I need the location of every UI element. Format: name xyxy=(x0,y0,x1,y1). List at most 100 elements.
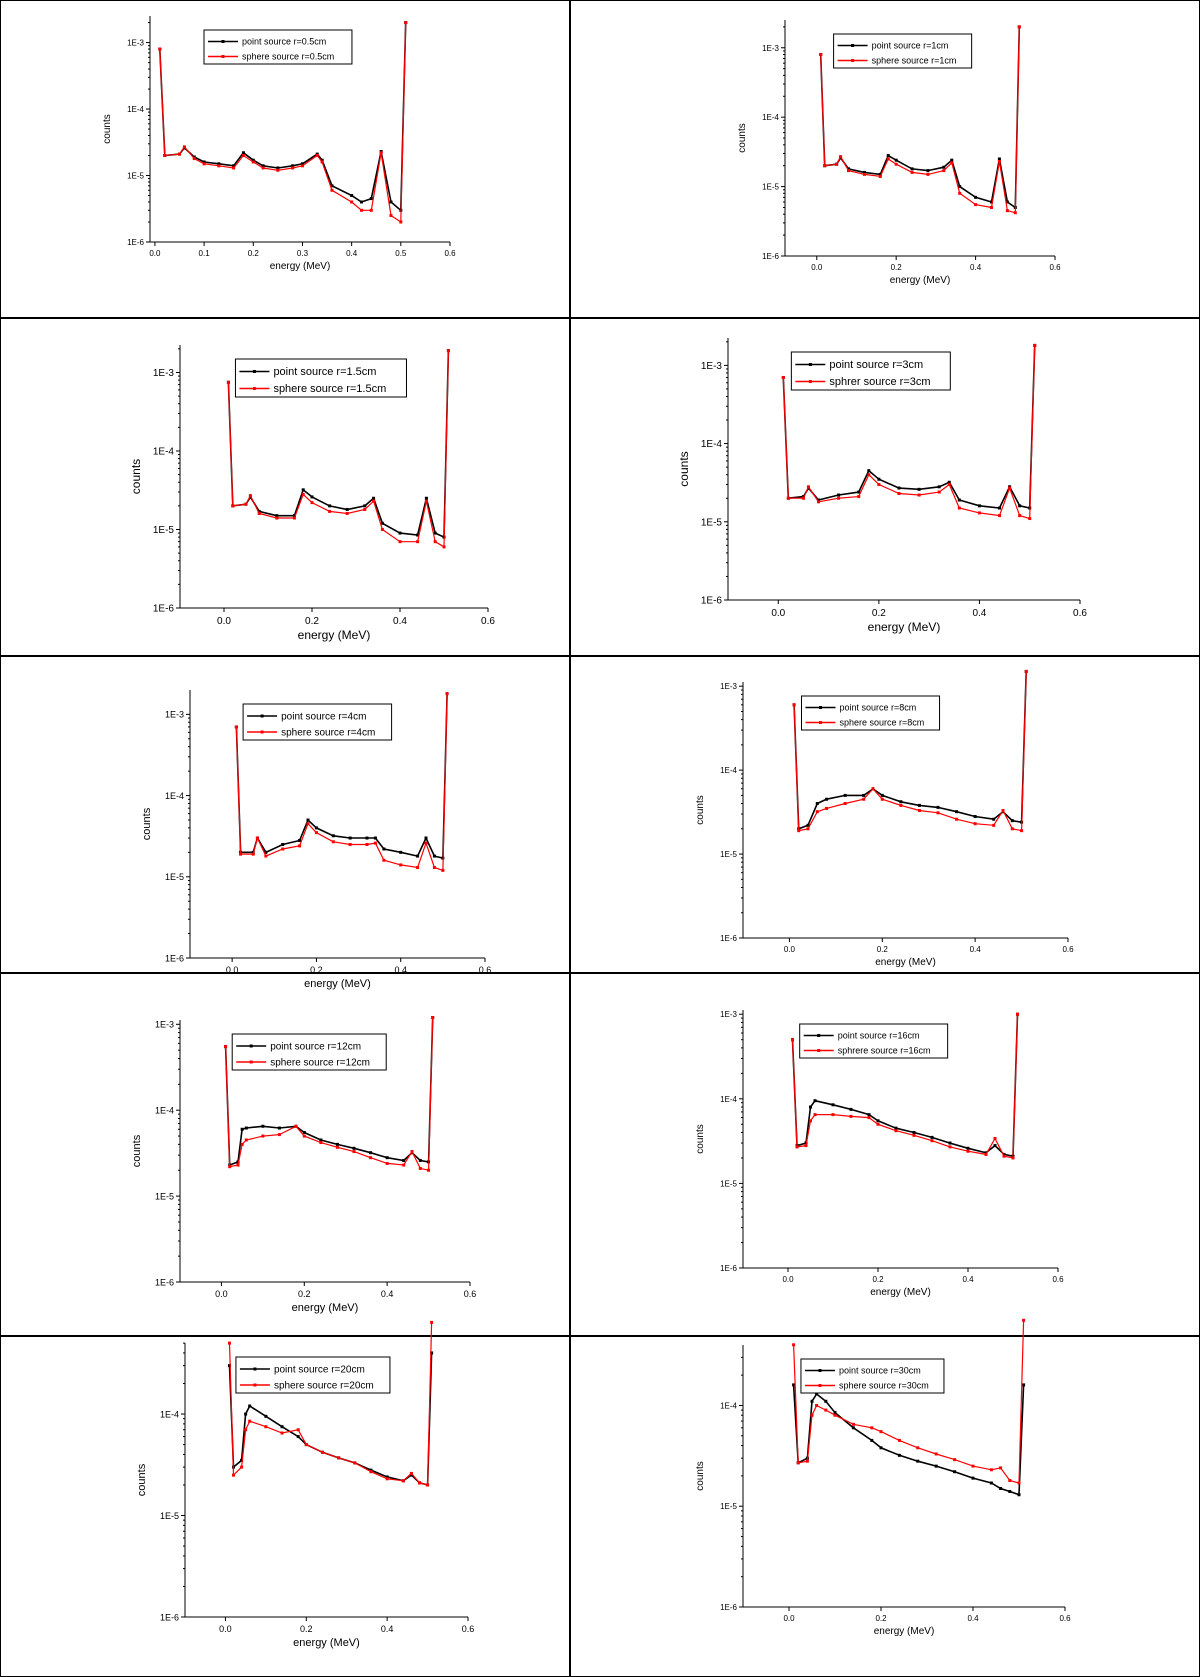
data-point xyxy=(261,164,265,168)
data-point xyxy=(815,1403,819,1407)
data-point xyxy=(867,1113,871,1117)
data-point xyxy=(973,815,977,819)
legend-marker xyxy=(253,1383,257,1387)
data-point xyxy=(239,852,243,856)
data-point xyxy=(276,166,280,170)
data-point xyxy=(369,1151,373,1155)
data-point xyxy=(365,836,369,840)
data-point xyxy=(912,1130,916,1134)
data-point xyxy=(1002,1152,1006,1156)
series-sphere-source xyxy=(158,21,408,224)
legend-marker xyxy=(817,1049,821,1052)
data-point xyxy=(948,1145,952,1149)
data-point xyxy=(363,504,367,508)
data-point xyxy=(330,184,334,188)
legend-label: point source r=4cm xyxy=(281,711,366,722)
series-sphere-source xyxy=(792,669,1028,833)
data-point xyxy=(330,188,334,192)
data-point xyxy=(831,1103,835,1107)
data-point xyxy=(1001,809,1005,813)
y-axis-title: counts xyxy=(102,114,113,143)
data-point xyxy=(416,533,420,537)
data-point xyxy=(797,829,801,833)
data-point xyxy=(372,499,376,503)
y-tick-label: 1E-3 xyxy=(127,39,144,48)
legend-label: sphere source r=8cm xyxy=(840,718,925,728)
data-point xyxy=(989,1481,993,1485)
y-tick-label: 1E-5 xyxy=(701,517,723,528)
y-axis-title: counts xyxy=(136,1463,148,1496)
data-point xyxy=(244,1428,248,1432)
data-point xyxy=(823,164,827,168)
data-point xyxy=(977,504,981,508)
series-sphere-source xyxy=(819,25,1021,215)
data-point xyxy=(441,868,445,872)
data-point xyxy=(217,162,221,166)
data-point xyxy=(792,1383,796,1387)
x-tick-label: 0.2 xyxy=(300,1624,313,1634)
data-point xyxy=(851,1426,855,1430)
y-axis-title: counts xyxy=(695,795,706,824)
data-point xyxy=(813,1099,817,1103)
data-point xyxy=(950,161,954,165)
y-tick-label: 1E-4 xyxy=(720,766,737,775)
data-point xyxy=(320,158,324,162)
data-point xyxy=(416,866,420,870)
data-point xyxy=(261,1124,265,1128)
data-point xyxy=(202,162,206,166)
y-tick-label: 1E-4 xyxy=(155,1106,174,1116)
data-point xyxy=(319,1138,323,1142)
data-point xyxy=(350,200,354,204)
y-tick-label: 1E-4 xyxy=(762,113,779,122)
data-point xyxy=(345,511,349,515)
data-point xyxy=(399,220,403,224)
data-point xyxy=(306,818,310,822)
data-point xyxy=(232,166,236,170)
legend-box xyxy=(833,33,973,69)
data-point xyxy=(442,545,446,549)
x-tick-label: 0.6 xyxy=(1059,1614,1071,1623)
x-tick-label: 0.4 xyxy=(970,263,982,272)
x-tick-label: 0.0 xyxy=(215,1289,228,1299)
data-point xyxy=(369,1470,373,1474)
data-point xyxy=(1005,200,1009,204)
x-axis-title: energy (MeV) xyxy=(304,978,371,990)
legend: point source r=1.5cm sphere source r=1.5c… xyxy=(234,358,407,398)
data-point xyxy=(335,1142,339,1146)
data-point xyxy=(992,817,996,821)
data-point xyxy=(232,164,236,168)
data-point xyxy=(389,200,393,204)
data-point xyxy=(879,1430,883,1434)
data-point xyxy=(217,164,221,168)
data-point xyxy=(227,1341,231,1345)
data-point xyxy=(1005,209,1009,213)
legend: point source r=20cm sphere source r=20cm xyxy=(235,1356,391,1394)
x-tick-label: 0.6 xyxy=(1049,263,1061,272)
data-point xyxy=(292,516,296,520)
data-point xyxy=(857,490,861,494)
legend: point source r=1cm sphere source r=1cm xyxy=(833,33,973,69)
data-point xyxy=(402,1158,406,1162)
data-point xyxy=(930,1135,934,1139)
x-tick-label: 0.5 xyxy=(395,249,407,258)
data-point xyxy=(389,214,393,218)
data-point xyxy=(335,1145,339,1149)
data-point xyxy=(352,1146,356,1150)
data-point xyxy=(410,1150,414,1154)
data-point xyxy=(244,1412,248,1416)
y-axis-title: counts xyxy=(129,459,143,494)
data-point xyxy=(432,854,436,858)
data-point xyxy=(292,514,296,518)
data-point xyxy=(998,506,1002,510)
x-tick-label: 0.1 xyxy=(199,249,211,258)
data-point xyxy=(1008,1490,1012,1494)
data-point xyxy=(815,802,819,806)
data-point xyxy=(418,1166,422,1170)
data-point xyxy=(315,154,319,158)
data-point xyxy=(934,1452,938,1456)
data-point xyxy=(359,208,363,212)
data-point xyxy=(310,501,314,505)
data-point xyxy=(899,800,903,804)
series-line xyxy=(159,22,407,212)
y-tick-label: 1E-5 xyxy=(720,850,737,859)
